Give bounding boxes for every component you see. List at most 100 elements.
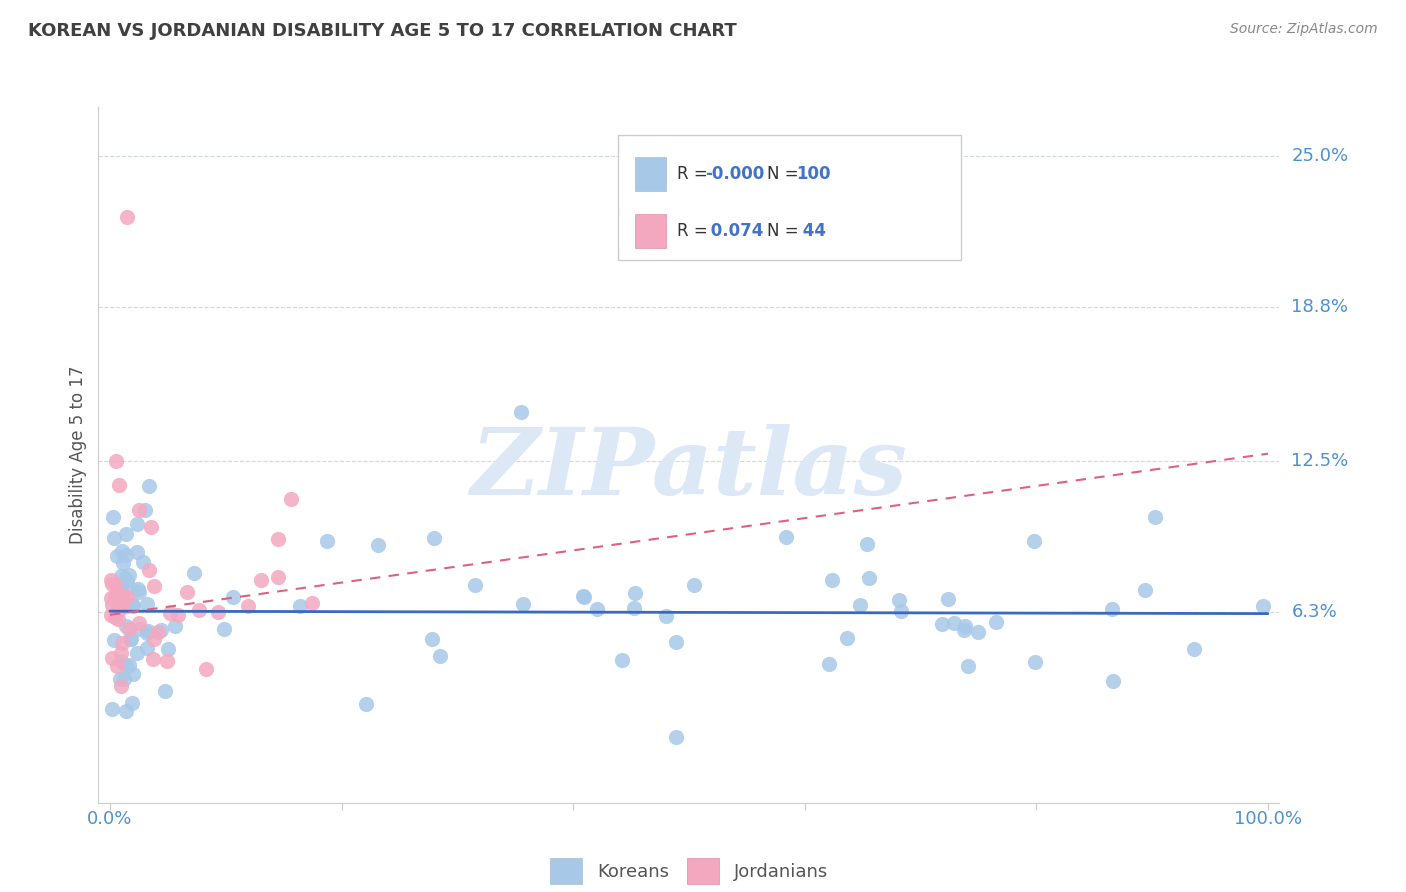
Point: [120, 632, 142, 647]
Point: [664, 635, 686, 649]
Point: [354, 697, 377, 711]
Point: [138, 478, 160, 492]
Point: [624, 585, 647, 599]
Point: [623, 600, 645, 615]
Point: [115, 526, 138, 541]
Point: [134, 503, 156, 517]
Point: [115, 574, 138, 588]
Point: [121, 597, 143, 611]
Point: [107, 591, 129, 606]
Point: [931, 617, 953, 632]
Point: [103, 632, 125, 647]
Point: [110, 636, 132, 650]
Point: [107, 612, 129, 626]
Point: [887, 593, 910, 607]
Point: [108, 478, 131, 492]
Point: [957, 658, 980, 673]
Point: [1101, 674, 1123, 689]
Point: [101, 702, 124, 716]
Point: [103, 531, 125, 545]
Point: [115, 591, 138, 605]
Point: [111, 596, 134, 610]
Point: [610, 653, 633, 667]
Point: [266, 570, 288, 584]
Point: [108, 598, 131, 612]
Point: [100, 598, 122, 612]
Point: [118, 622, 141, 636]
Point: [159, 607, 181, 621]
Point: [104, 454, 127, 468]
Point: [127, 544, 149, 558]
Point: [572, 589, 595, 603]
Point: [1253, 599, 1275, 613]
Point: [110, 646, 132, 660]
Text: 100.0%: 100.0%: [1234, 810, 1302, 828]
Point: [858, 571, 880, 585]
Point: [423, 531, 446, 545]
Point: [157, 642, 180, 657]
Text: KOREAN VS JORDANIAN DISABILITY AGE 5 TO 17 CORRELATION CHART: KOREAN VS JORDANIAN DISABILITY AGE 5 TO …: [28, 22, 737, 40]
Point: [114, 659, 136, 673]
Point: [111, 587, 134, 601]
Point: [509, 405, 531, 419]
Text: N =: N =: [768, 221, 804, 240]
Point: [142, 632, 165, 647]
Point: [167, 607, 190, 622]
Point: [115, 599, 138, 614]
Point: [108, 673, 131, 687]
Point: [117, 210, 139, 224]
Point: [422, 632, 444, 647]
Point: [107, 549, 129, 564]
Point: [105, 587, 128, 601]
Point: [266, 533, 288, 547]
Point: [288, 599, 311, 613]
Point: [214, 622, 236, 636]
Point: [586, 601, 609, 615]
Point: [236, 599, 259, 614]
Point: [936, 591, 959, 606]
Point: [100, 573, 122, 587]
Point: [464, 578, 486, 592]
Text: 44: 44: [797, 221, 825, 240]
Text: 100: 100: [797, 165, 831, 183]
Point: [143, 579, 166, 593]
Point: [132, 555, 155, 569]
Point: [120, 581, 142, 595]
Point: [142, 652, 165, 666]
Point: [984, 615, 1007, 629]
Point: [139, 520, 162, 534]
Point: [146, 625, 169, 640]
Point: [194, 663, 217, 677]
Text: 12.5%: 12.5%: [1291, 452, 1348, 470]
Point: [176, 584, 198, 599]
Point: [135, 597, 157, 611]
Point: [665, 730, 688, 744]
Point: [136, 626, 159, 640]
Point: [110, 581, 132, 595]
Point: [818, 657, 841, 671]
Point: [655, 609, 678, 624]
Point: [125, 646, 148, 660]
Point: [429, 649, 451, 664]
Point: [115, 548, 138, 562]
Point: [188, 603, 211, 617]
Point: [118, 568, 141, 582]
Point: [149, 623, 172, 637]
Point: [105, 579, 128, 593]
Point: [943, 615, 966, 630]
Point: [953, 623, 976, 637]
Point: [104, 609, 127, 624]
Point: [856, 537, 879, 551]
Point: [221, 590, 243, 604]
Point: [572, 591, 595, 605]
Point: [156, 654, 179, 668]
Point: [110, 654, 132, 668]
Point: [1024, 655, 1046, 669]
Text: 25.0%: 25.0%: [1291, 147, 1348, 165]
Point: [1182, 641, 1205, 656]
Point: [775, 530, 797, 544]
Text: ZIPatlas: ZIPatlas: [471, 424, 907, 514]
Text: 0.074: 0.074: [706, 221, 763, 240]
Point: [1101, 602, 1123, 616]
Point: [1143, 510, 1166, 524]
